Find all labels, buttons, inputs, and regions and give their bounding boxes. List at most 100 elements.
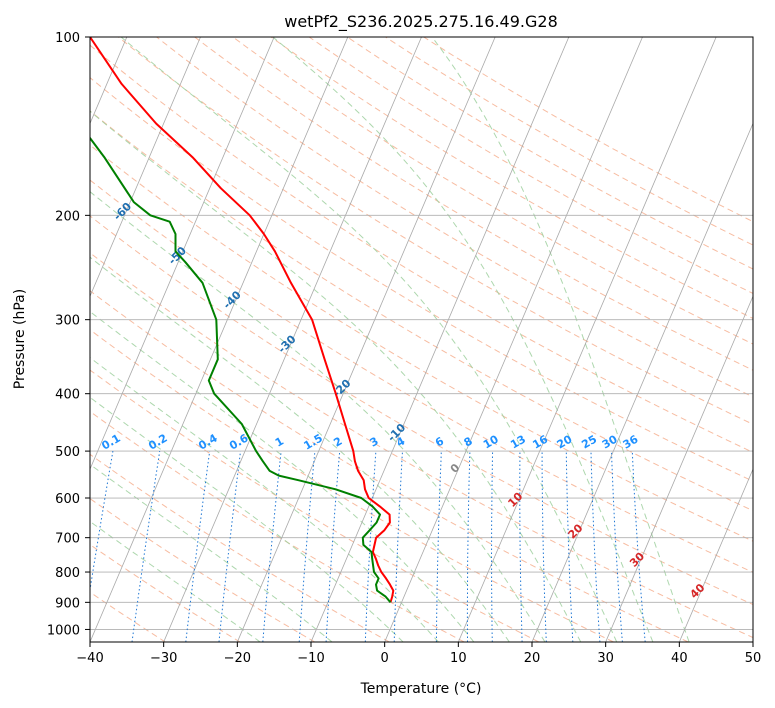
- moist-adiabat-line: [431, 37, 690, 642]
- y-tick-label: 1000: [47, 623, 80, 638]
- mixing-ratio-label: 25: [579, 433, 599, 452]
- mixing-ratio-label: 2: [331, 435, 344, 450]
- mixing-ratio-line: [490, 451, 494, 642]
- dry-adiabat-line: [90, 179, 753, 573]
- moist-adiabat-label: -10: [385, 421, 408, 444]
- isotherm-line: [678, 468, 753, 642]
- dry-adiabat-line: [90, 215, 753, 606]
- x-tick-label: −20: [224, 651, 251, 666]
- mixing-ratio-label: 0.1: [99, 432, 122, 453]
- moist-adiabat-label: -60: [111, 200, 134, 223]
- mixing-ratio-label: 1: [273, 435, 286, 450]
- y-tick-label: 700: [55, 532, 80, 547]
- mixing-ratio-line: [631, 451, 646, 642]
- mixing-ratio-label: 8: [462, 435, 475, 450]
- dry-adiabat-label: 10: [505, 490, 525, 510]
- x-tick-label: 10: [450, 651, 467, 666]
- mixing-ratio-line: [325, 451, 341, 642]
- x-tick-label: −30: [150, 651, 177, 666]
- dry-adiabat-line: [90, 544, 241, 642]
- moist-adiabat-line: [90, 520, 261, 642]
- isotherm-line: [90, 37, 349, 642]
- mixing-ratio-label: 36: [621, 432, 641, 451]
- mixing-ratio-line: [466, 451, 471, 642]
- dry-adiabat-line: [194, 37, 753, 371]
- moist-adiabat-line: [120, 37, 618, 642]
- dry-adiabat-line: [385, 37, 753, 246]
- isotherm-line: [384, 37, 643, 642]
- moist-adiabat-line: [90, 191, 546, 642]
- isotherm-line: [531, 122, 753, 642]
- dry-adiabat-line: [90, 498, 315, 642]
- mixing-ratio-label: 20: [555, 432, 575, 451]
- isotherm-line: [457, 37, 717, 642]
- mixing-ratio-label: 0.2: [146, 432, 169, 453]
- y-tick-label: 100: [55, 31, 80, 46]
- dry-adiabat-line: [90, 329, 614, 642]
- mixing-ratio-label: 0.4: [196, 431, 220, 452]
- dry-adiabat-line: [90, 110, 753, 512]
- mixing-ratio-line: [131, 451, 161, 642]
- x-tick-label: −40: [76, 651, 103, 666]
- y-tick-label: 400: [55, 388, 80, 403]
- x-tick-label: 20: [524, 651, 541, 666]
- y-tick-label: 200: [55, 209, 80, 224]
- dry-adiabat-line: [347, 37, 753, 270]
- isotherm-line: [90, 37, 201, 298]
- moist-adiabat-line: [90, 463, 333, 642]
- dry-adiabat-label: 0: [448, 461, 463, 476]
- dry-adiabat-line: [90, 44, 753, 453]
- dry-adiabat-line: [423, 37, 753, 223]
- isotherm-line: [236, 37, 496, 642]
- mixing-ratio-line: [611, 451, 623, 642]
- dry-adiabat-line: [90, 410, 465, 642]
- moist-adiabat-line: [90, 310, 475, 642]
- dry-adiabat-line: [156, 37, 753, 398]
- mixing-ratio-line: [519, 451, 523, 642]
- dry-adiabat-label: 30: [627, 549, 647, 569]
- chart-title: wetPf2_S236.2025.275.16.49.G28: [284, 12, 558, 32]
- mixing-ratio-line: [393, 451, 403, 642]
- dry-adiabat-label: 40: [687, 581, 707, 601]
- x-tick-label: 30: [597, 651, 614, 666]
- x-axis-label: Temperature (°C): [360, 681, 482, 697]
- isotherm-line: [310, 37, 570, 642]
- dry-adiabat-line: [90, 144, 753, 542]
- mixing-ratio-line: [90, 451, 114, 594]
- moist-adiabat-label: -70: [56, 155, 79, 178]
- x-tick-label: 40: [671, 651, 688, 666]
- isotherm-line: [605, 295, 753, 642]
- mixing-ratio-line: [590, 451, 601, 642]
- x-tick-label: −10: [297, 651, 324, 666]
- mixing-ratio-label: 3: [368, 435, 381, 450]
- moist-adiabat-label: -80: [1, 111, 24, 134]
- moist-adiabat-label: -30: [275, 332, 298, 355]
- plot-area: 0.10.20.40.611.52346810131620253036-100-…: [1, 37, 753, 642]
- mixing-ratio-label: 16: [530, 432, 550, 451]
- x-tick-label: 50: [745, 651, 762, 666]
- y-tick-label: 300: [55, 314, 80, 329]
- dry-adiabat-line: [90, 252, 753, 639]
- plot-frame: [89, 36, 754, 643]
- y-tick-label: 800: [55, 566, 80, 581]
- mixing-ratio-label: 30: [600, 432, 620, 451]
- temperature-profile-line: [90, 37, 395, 603]
- mixing-ratio-label: 13: [508, 433, 528, 452]
- y-axis-label: Pressure (hPa): [12, 289, 28, 389]
- y-tick-label: 500: [55, 445, 80, 460]
- mixing-ratio-label: 10: [481, 432, 501, 451]
- dry-adiabat-line: [232, 37, 753, 345]
- x-axis: −40 −30 −20 −10 0 10 20 30 40 50: [76, 642, 761, 666]
- moist-adiabat-line: [272, 37, 654, 642]
- moist-adiabat-line: [90, 356, 439, 642]
- isotherm-line: [90, 37, 275, 471]
- dry-adiabat-line: [90, 290, 689, 642]
- moist-adiabat-line: [90, 256, 510, 642]
- dry-adiabat-line: [90, 369, 540, 642]
- isotherm-line: [752, 640, 753, 642]
- dry-adiabat-line: [270, 37, 753, 319]
- isotherm-line: [163, 37, 422, 642]
- mixing-ratio-label: 6: [433, 434, 446, 449]
- x-tick-label: 0: [381, 651, 389, 666]
